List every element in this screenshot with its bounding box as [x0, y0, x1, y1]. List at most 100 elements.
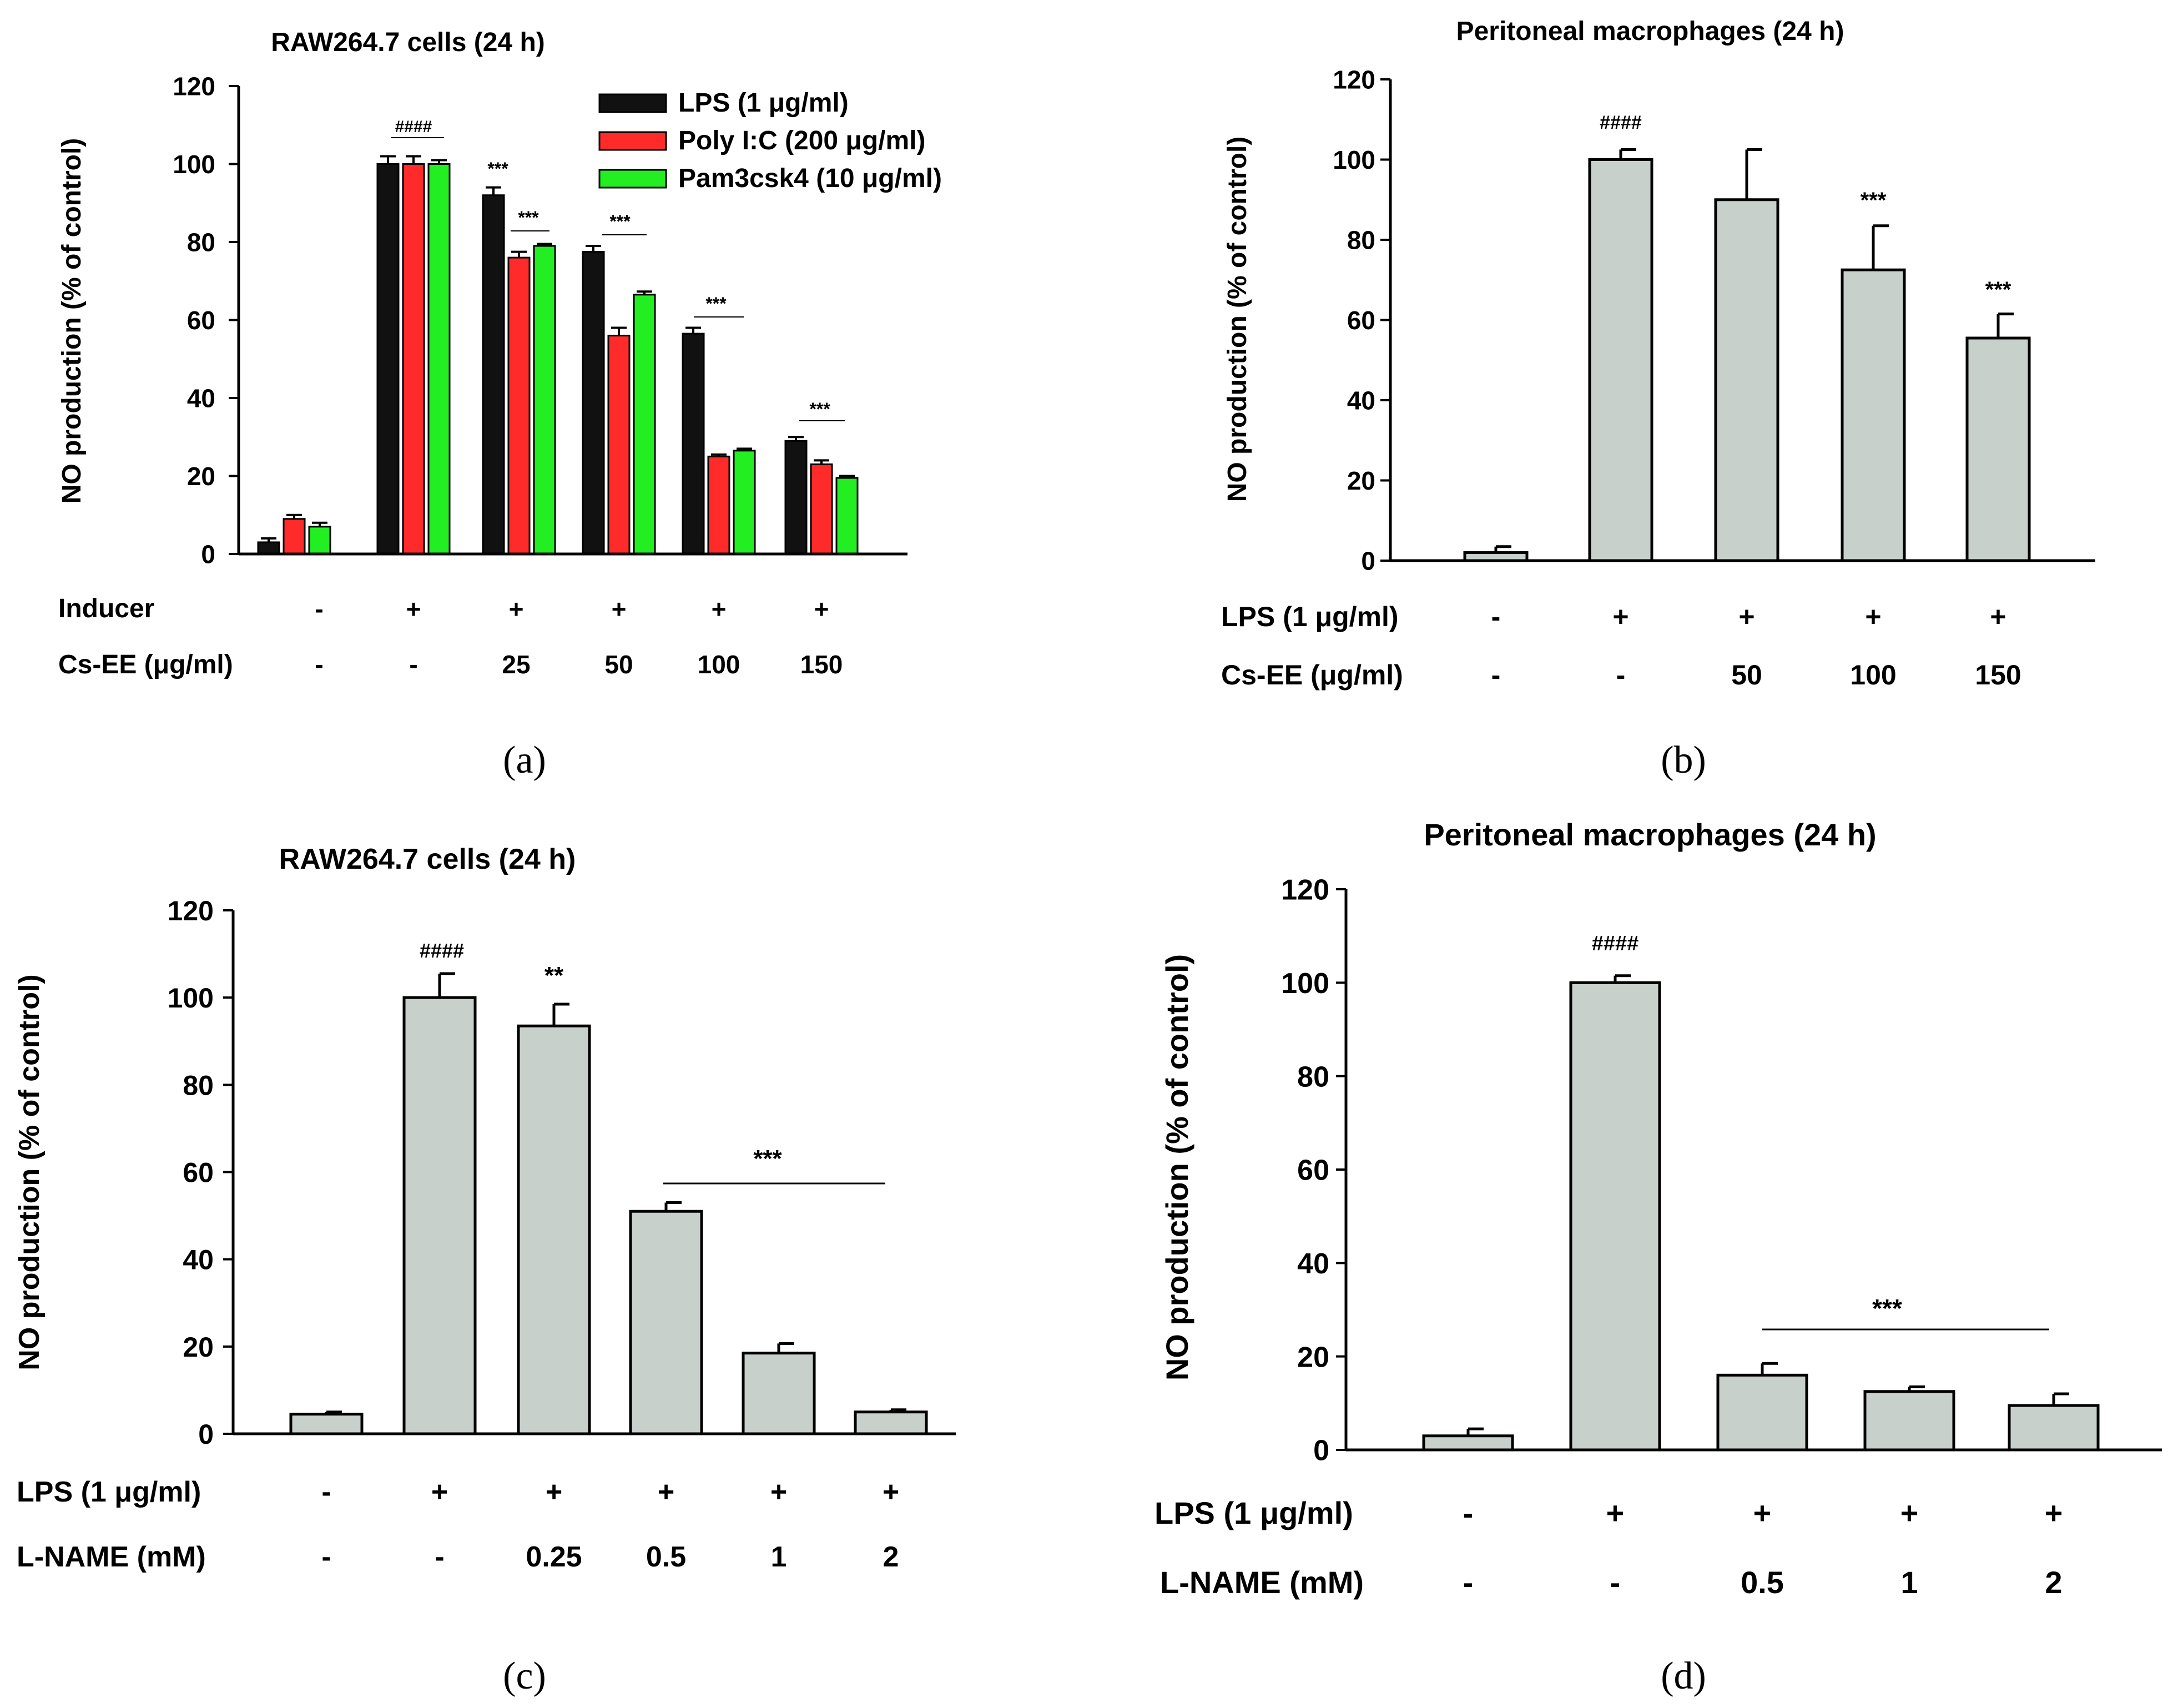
panel-d-y-ticks: 0 20 40 60 80 100 120 — [1281, 874, 1346, 1467]
y-tick-label: 100 — [1281, 968, 1329, 1000]
bar — [507, 256, 531, 555]
y-tick-label: 120 — [168, 895, 214, 926]
condition-value: - — [321, 1541, 331, 1573]
condition-value: - — [1463, 1495, 1474, 1530]
legend-swatch-lps — [598, 93, 667, 113]
bar — [733, 450, 756, 555]
bar — [1588, 158, 1653, 562]
condition-value: + — [1865, 601, 1881, 632]
legend-label-pam3csk4: Pam3csk4 (10 μg/ml) — [678, 164, 942, 193]
condition-value: 25 — [502, 650, 530, 679]
y-tick-label: 0 — [1361, 547, 1375, 576]
condition-value: + — [406, 594, 421, 623]
panel-d-y-axis-label: NO production (% of control) — [1159, 954, 1194, 1380]
panel-a-cond-label-inducer: Inducer — [58, 594, 154, 623]
condition-value: 100 — [1850, 659, 1896, 691]
y-tick-label: 20 — [187, 462, 215, 491]
panel-b-cond-label-lps: LPS (1 μg/ml) — [1221, 601, 1399, 632]
condition-value: + — [1612, 601, 1629, 632]
condition-value: + — [1738, 601, 1754, 632]
condition-value: + — [1753, 1495, 1772, 1530]
y-tick-label: 0 — [201, 540, 215, 569]
panel-d-title: Peritoneal macrophages (24 h) — [1424, 817, 1876, 852]
condition-value: + — [1990, 601, 2006, 632]
condition-value: + — [431, 1476, 448, 1508]
condition-value: - — [435, 1541, 444, 1573]
condition-value: - — [315, 594, 323, 623]
panel-c-y-axis-label: NO production (% of control) — [13, 974, 46, 1370]
legend-label-lps: LPS (1 μg/ml) — [678, 88, 849, 118]
panel-c-title: RAW264.7 cells (24 h) — [279, 843, 576, 875]
panel-c-condition-values: - + + + + + - - 0.25 0.5 1 2 — [321, 1476, 899, 1573]
condition-value: - — [1610, 1565, 1621, 1600]
bar — [810, 463, 833, 555]
legend-swatch-pam3csk4 — [598, 169, 667, 189]
bar — [742, 1352, 816, 1435]
y-tick-label: 0 — [1313, 1435, 1329, 1467]
panel-a-legend: LPS (1 μg/ml) Poly I:C (200 μg/ml) Pam3c… — [598, 88, 942, 193]
panel-a: RAW264.7 cells (24 h) NO production (% o… — [57, 28, 942, 782]
bar — [784, 440, 808, 555]
y-tick-label: 40 — [1297, 1248, 1329, 1280]
panel-a-bars — [257, 155, 859, 555]
panel-a-title: RAW264.7 cells (24 h) — [271, 28, 545, 57]
y-tick-label: 60 — [1347, 306, 1375, 335]
bar — [682, 332, 705, 555]
sig-d-star-range: *** — [1872, 1294, 1902, 1323]
panel-d-cond-label-lname: L-NAME (mM) — [1160, 1565, 1364, 1600]
sig-d-hash: #### — [1592, 932, 1639, 955]
sig-a-star-25-lps: *** — [487, 159, 508, 179]
panel-a-condition-values: - + + + + + - - 25 50 100 150 — [315, 594, 843, 679]
condition-value: - — [409, 650, 417, 679]
condition-value: + — [1900, 1495, 1919, 1530]
legend-label-polyic: Poly I:C (200 μg/ml) — [678, 126, 925, 155]
condition-value: + — [814, 594, 829, 623]
panel-b-cond-label-csee: Cs-EE (μg/ml) — [1221, 659, 1403, 691]
panel-b-bars — [1463, 148, 2031, 562]
bar — [427, 163, 451, 555]
bar — [582, 251, 605, 555]
sig-a-star-25: *** — [518, 208, 539, 228]
condition-value: + — [658, 1476, 674, 1508]
sig-c-star-range: *** — [753, 1145, 782, 1172]
condition-value: + — [1606, 1495, 1625, 1530]
condition-value: 100 — [698, 650, 740, 679]
bar — [517, 1024, 591, 1435]
condition-value: + — [509, 594, 524, 623]
bar — [629, 1210, 703, 1435]
sig-b-star-100: *** — [1861, 188, 1887, 213]
bar — [257, 541, 280, 555]
y-tick-label: 80 — [183, 1070, 214, 1101]
condition-value: - — [315, 650, 323, 679]
bar — [854, 1410, 928, 1435]
bar — [633, 294, 656, 555]
condition-value: 2 — [883, 1541, 899, 1573]
bar — [1965, 336, 2031, 562]
panel-b: Peritoneal macrophages (24 h) NO product… — [1221, 17, 2095, 782]
y-tick-label: 120 — [173, 72, 215, 101]
sig-a-star-50: *** — [609, 211, 631, 231]
y-tick-label: 20 — [1297, 1341, 1329, 1373]
y-tick-label: 100 — [168, 983, 214, 1014]
bar — [1714, 198, 1779, 562]
bar — [283, 518, 306, 555]
y-tick-label: 40 — [187, 384, 215, 413]
y-tick-label: 20 — [183, 1332, 214, 1363]
bar — [1569, 981, 1661, 1452]
y-tick-label: 60 — [183, 1157, 214, 1188]
sig-a-star-100: *** — [705, 294, 727, 314]
sig-a-hash: #### — [395, 118, 432, 136]
panel-c-cond-label-lname: L-NAME (mM) — [17, 1541, 206, 1573]
y-tick-label: 80 — [1347, 226, 1375, 255]
condition-value: 1 — [1900, 1565, 1918, 1600]
sig-c-star-025: ** — [544, 962, 564, 989]
condition-value: - — [1491, 659, 1501, 691]
panel-b-y-axis-label: NO production (% of control) — [1223, 137, 1252, 502]
panel-b-title: Peritoneal macrophages (24 h) — [1456, 17, 1844, 46]
y-tick-label: 0 — [198, 1419, 214, 1450]
condition-value: + — [612, 594, 627, 623]
condition-value: + — [770, 1476, 787, 1508]
bar — [1422, 1434, 1514, 1452]
y-tick-label: 60 — [187, 306, 215, 335]
condition-value: 1 — [771, 1541, 787, 1573]
